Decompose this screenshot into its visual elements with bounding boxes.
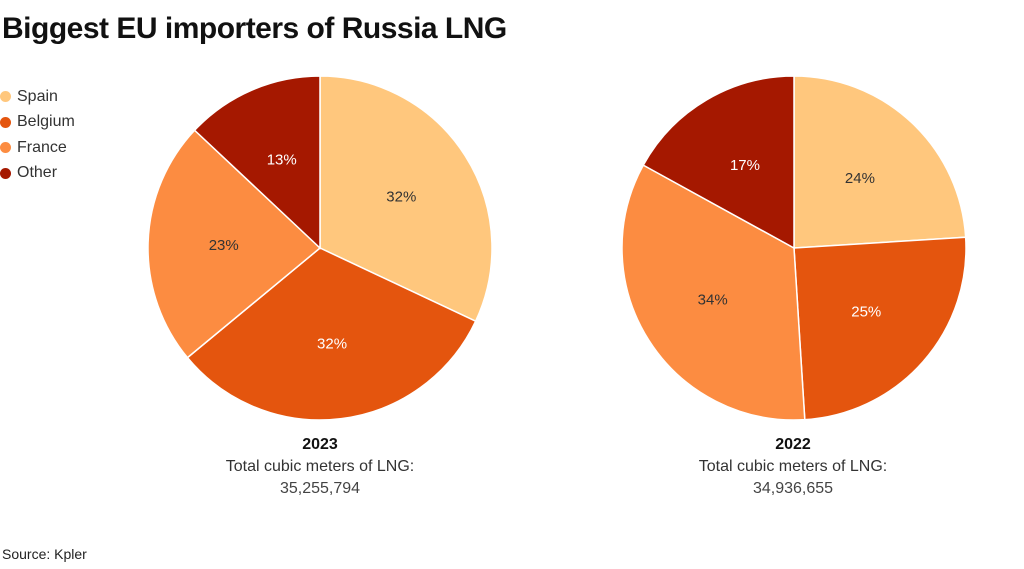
legend-swatch-belgium bbox=[0, 116, 11, 128]
slice-label-belgium-2023: 32% bbox=[317, 336, 347, 353]
legend-label-other: Other bbox=[17, 164, 58, 182]
pie-title-2023: 2023 bbox=[302, 436, 338, 453]
legend-label-spain: Spain bbox=[17, 87, 58, 105]
pie-slice-spain-2022 bbox=[793, 75, 967, 249]
legend-swatch-spain bbox=[0, 91, 11, 103]
legend-item-france: France bbox=[0, 135, 75, 161]
total-value-2023: 35,255,794 bbox=[279, 480, 361, 497]
pie-slice-other-2023 bbox=[193, 75, 321, 250]
slice-label-other-2022: 17% bbox=[730, 157, 760, 174]
legend-label-france: France bbox=[17, 138, 67, 156]
legend-item-other: Other bbox=[0, 161, 75, 187]
pie-slice-spain-2023 bbox=[319, 75, 493, 323]
legend-swatch-other bbox=[0, 167, 11, 179]
pie-chart-2023: 32% 32% 23% 13% bbox=[147, 75, 493, 421]
slice-label-belgium-2022: 25% bbox=[851, 304, 881, 321]
total-label-2022: Total cubic meters of LNG: bbox=[698, 458, 888, 475]
pie-slice-belgium-2023 bbox=[186, 247, 477, 421]
legend-label-belgium: Belgium bbox=[17, 113, 75, 131]
slice-label-france-2022: 34% bbox=[698, 292, 728, 309]
pie-slice-france-2023 bbox=[147, 129, 322, 359]
slice-label-france-2023: 23% bbox=[209, 237, 239, 254]
slice-label-spain-2022: 24% bbox=[845, 170, 875, 187]
legend: Spain Belgium France Other bbox=[0, 84, 75, 186]
slice-label-other-2023: 13% bbox=[267, 152, 297, 169]
total-label-2023: Total cubic meters of LNG: bbox=[225, 458, 415, 475]
pie-chart-2022: 24% 25% 34% 17% bbox=[621, 75, 967, 421]
pie-slice-belgium-2022 bbox=[793, 236, 967, 421]
legend-item-belgium: Belgium bbox=[0, 110, 75, 136]
slice-label-spain-2023: 32% bbox=[386, 188, 416, 205]
pie-slice-other-2022 bbox=[642, 75, 795, 250]
total-value-2022: 34,936,655 bbox=[752, 480, 834, 497]
caption-2023: 2023 Total cubic meters of LNG: 35,255,7… bbox=[170, 434, 470, 500]
pie-title-2022: 2022 bbox=[775, 436, 811, 453]
source-note: Source: Kpler bbox=[2, 546, 87, 562]
chart-title: Biggest EU importers of Russia LNG bbox=[2, 12, 507, 45]
caption-2022: 2022 Total cubic meters of LNG: 34,936,6… bbox=[643, 434, 943, 500]
legend-item-spain: Spain bbox=[0, 84, 75, 110]
legend-swatch-france bbox=[0, 142, 11, 154]
